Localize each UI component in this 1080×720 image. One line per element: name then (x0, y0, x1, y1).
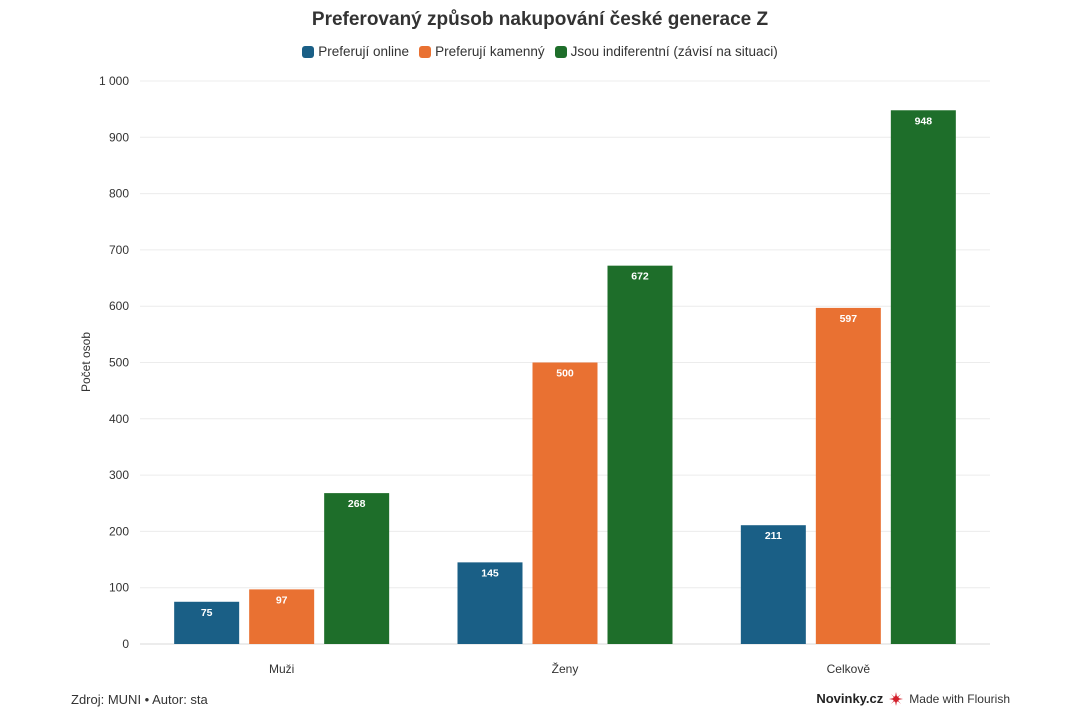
y-tick-label: 200 (109, 524, 129, 538)
source-credit: Zdroj: MUNI • Autor: sta (71, 692, 208, 707)
bar[interactable] (607, 265, 673, 644)
y-tick-label: 300 (109, 468, 129, 482)
y-axis-ticks: 0 100 200 300 400 500 600 700 800 900 1 000 (99, 74, 129, 651)
legend-item-store[interactable]: Preferují kamenný (419, 44, 545, 59)
bar[interactable] (740, 525, 806, 644)
bar-value-label: 672 (631, 271, 649, 283)
brand-logo-text[interactable]: Novinky.cz (816, 691, 884, 706)
y-tick-label: 700 (109, 243, 129, 257)
legend: Preferují online Preferují kamenný Jsou … (0, 44, 1080, 59)
legend-label-online: Preferují online (318, 44, 410, 59)
y-tick-label: 500 (109, 356, 129, 370)
y-tick-label: 800 (109, 187, 129, 201)
footer-brand: Novinky.cz Made with Flourish (816, 691, 1010, 706)
bar-value-label: 268 (348, 498, 366, 510)
bar-value-label: 97 (276, 594, 288, 606)
bar[interactable] (324, 493, 390, 644)
y-tick-label: 600 (109, 299, 129, 313)
y-tick-label: 1 000 (99, 74, 129, 88)
flourish-logo-icon (889, 691, 904, 706)
bar-value-label: 948 (915, 115, 933, 127)
bar-value-label: 145 (481, 567, 499, 579)
x-tick-label: Celkově (827, 662, 871, 676)
legend-item-indifferent[interactable]: Jsou indiferentní (závisí na situaci) (554, 44, 778, 59)
legend-label-indifferent: Jsou indiferentní (závisí na situaci) (570, 44, 778, 59)
y-axis-label: Počet osob (79, 332, 93, 392)
legend-item-online[interactable]: Preferují online (302, 44, 409, 59)
legend-swatch-store (419, 45, 432, 58)
legend-swatch-indifferent (554, 45, 567, 58)
y-tick-label: 100 (109, 581, 129, 595)
y-tick-label: 0 (122, 637, 129, 651)
legend-label-store: Preferují kamenný (435, 44, 545, 59)
made-with-flourish-link[interactable]: Made with Flourish (909, 691, 1010, 706)
bar[interactable] (249, 589, 315, 644)
bars (174, 110, 956, 644)
bar[interactable] (457, 562, 523, 644)
bar-value-label: 500 (556, 368, 574, 380)
bar-value-label: 211 (765, 530, 782, 542)
x-tick-label: Muži (269, 662, 294, 676)
bar[interactable] (890, 110, 956, 644)
bar-value-label: 75 (201, 607, 213, 619)
data-labels: 75 97 268 145 500 672 211 597 948 (201, 115, 932, 618)
x-axis-ticks: Muži Ženy Celkově (269, 661, 870, 676)
y-tick-label: 400 (109, 412, 129, 426)
bar[interactable] (174, 601, 240, 644)
y-tick-label: 900 (109, 130, 129, 144)
bar-value-label: 597 (840, 313, 858, 325)
bar[interactable] (532, 362, 598, 645)
chart-title: Preferovaný způsob nakupování české gene… (311, 9, 769, 30)
legend-swatch-online (302, 45, 315, 58)
x-tick-label: Ženy (552, 661, 579, 676)
bar[interactable] (815, 307, 881, 644)
